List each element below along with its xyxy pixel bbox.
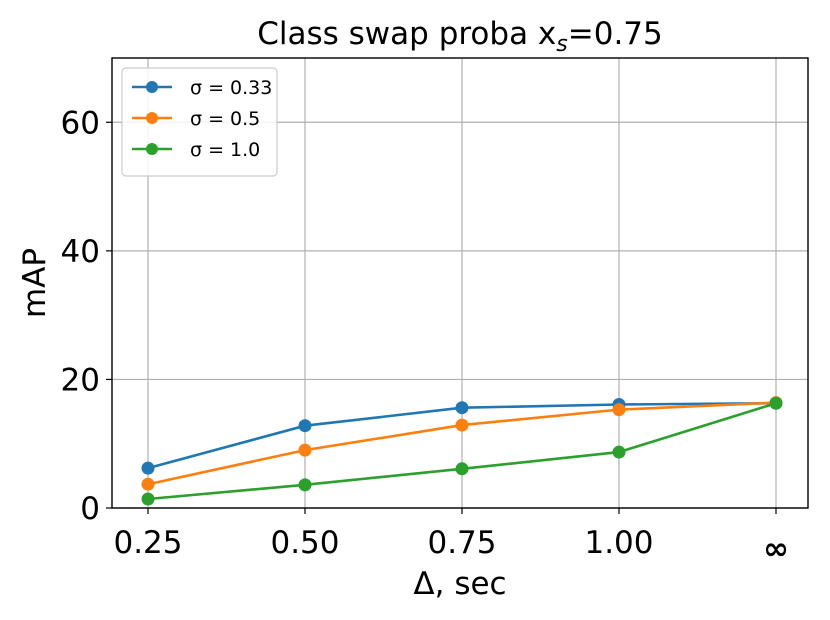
data-point bbox=[612, 445, 626, 459]
y-tick-label: 40 bbox=[61, 234, 100, 270]
legend-label: σ = 0.33 bbox=[190, 77, 272, 99]
y-axis-label: mAP bbox=[17, 248, 53, 318]
data-point bbox=[141, 461, 155, 475]
x-tick-label: 0.50 bbox=[270, 525, 339, 561]
data-point bbox=[455, 401, 469, 415]
chart-title: Class swap proba xs=0.75 bbox=[257, 16, 663, 57]
legend-marker bbox=[146, 112, 158, 124]
data-point bbox=[769, 396, 783, 410]
data-point bbox=[298, 419, 312, 433]
legend: σ = 0.33 σ = 0.5 σ = 1.0 bbox=[121, 67, 278, 177]
data-point bbox=[141, 477, 155, 491]
x-tick-label: 1.00 bbox=[584, 525, 653, 561]
data-point bbox=[298, 443, 312, 457]
data-point bbox=[612, 403, 626, 417]
legend-label: σ = 0.5 bbox=[190, 108, 260, 130]
title-subscript: s bbox=[556, 32, 567, 57]
data-point bbox=[455, 462, 469, 476]
plot-frame bbox=[111, 57, 809, 509]
x-tick-label: ∞ bbox=[763, 531, 789, 567]
tick-labels: 0.25 0.50 0.75 1.00 ∞ 0 20 40 60 bbox=[61, 105, 789, 567]
data-point bbox=[298, 478, 312, 492]
legend-marker bbox=[146, 143, 158, 155]
x-axis-label: Δ, sec bbox=[413, 566, 506, 602]
series-layer bbox=[141, 396, 783, 506]
legend-item: σ = 0.33 bbox=[132, 77, 272, 99]
x-tick-label: 0.75 bbox=[427, 525, 496, 561]
title-suffix: =0.75 bbox=[568, 16, 663, 52]
data-point bbox=[455, 418, 469, 432]
legend-label: σ = 1.0 bbox=[190, 139, 260, 161]
y-tick-label: 0 bbox=[80, 491, 100, 527]
legend-item: σ = 0.5 bbox=[132, 108, 260, 130]
data-point bbox=[141, 492, 155, 506]
y-tick-label: 20 bbox=[61, 362, 100, 398]
legend-marker bbox=[146, 81, 158, 93]
y-tick-label: 60 bbox=[61, 105, 100, 141]
title-main: Class swap proba x bbox=[257, 16, 556, 52]
legend-item: σ = 1.0 bbox=[132, 139, 260, 161]
x-tick-label: 0.25 bbox=[113, 525, 182, 561]
series-3 bbox=[141, 396, 783, 506]
